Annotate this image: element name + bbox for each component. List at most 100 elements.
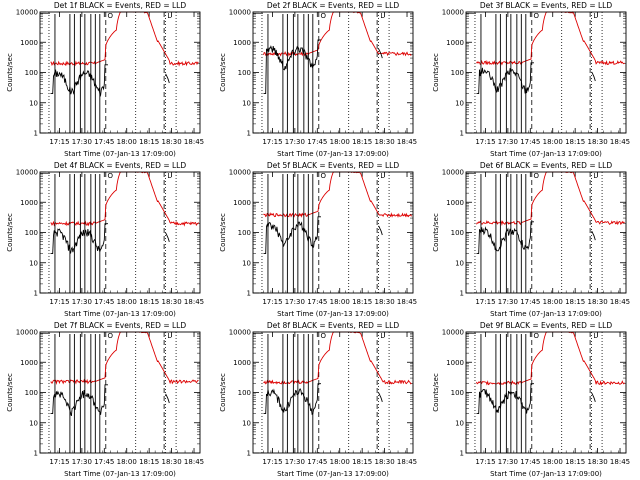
y-tick-label: 1000 [233, 359, 251, 367]
plot-frame [39, 331, 201, 454]
y-tick-label: 10 [29, 259, 38, 267]
chart-title: Det 4f BLACK = Events, RED = LLD [54, 161, 187, 170]
plot-frame [252, 331, 414, 454]
x-tick-label: 17:30 [498, 458, 518, 466]
chart-svg-3: Det 3f BLACK = Events, RED = LLD Counts/s… [432, 1, 630, 158]
x-axis-label: Start Time (07-Jan-13 17:09:00) [490, 150, 602, 158]
x-tick-label: 17:30 [498, 298, 518, 306]
y-tick-label: 10000 [16, 169, 38, 177]
events-series-line [476, 383, 534, 415]
y-tick-label: 1 [247, 290, 251, 298]
y-axis-label: Counts/sec [432, 213, 440, 252]
events-series-line [378, 48, 383, 59]
chart-title: Det 3f BLACK = Events, RED = LLD [480, 1, 613, 10]
plot-panel-3: Det 3f BLACK = Events, RED = LLD Counts/s… [426, 0, 639, 160]
x-tick-label: 18:45 [184, 458, 204, 466]
x-tick-label: 17:15 [49, 298, 69, 306]
x-tick-label: 17:30 [72, 298, 92, 306]
plot-frame [465, 331, 627, 454]
x-tick-label: 18:15 [139, 458, 159, 466]
marker-label: L [380, 332, 384, 340]
marker-label: O [321, 332, 327, 340]
y-tick-label: 10000 [442, 169, 464, 177]
lld-series-line [50, 331, 199, 385]
y-tick-label: 10000 [442, 329, 464, 337]
x-tick-label: 18:45 [184, 298, 204, 306]
marker-label: L [167, 332, 171, 340]
x-tick-label: 18:15 [565, 298, 585, 306]
plot-frame [252, 11, 414, 134]
x-tick-label: 17:15 [475, 138, 495, 146]
y-tick-label: 1000 [20, 39, 38, 47]
x-tick-label: 18:15 [352, 458, 372, 466]
x-tick-label: 17:30 [72, 458, 92, 466]
y-tick-label: 10 [29, 419, 38, 427]
x-tick-label: 18:45 [184, 138, 204, 146]
y-axis-label: Counts/sec [219, 213, 227, 252]
y-tick-label: 1000 [446, 39, 464, 47]
y-tick-label: 1000 [446, 359, 464, 367]
x-axis-label: Start Time (07-Jan-13 17:09:00) [490, 470, 602, 478]
marker-label: L [380, 172, 384, 180]
events-series-line [378, 392, 383, 403]
x-tick-label: 17:45 [520, 138, 540, 146]
marker-label: O [108, 332, 114, 340]
y-tick-label: 100 [25, 69, 38, 77]
y-tick-label: 1000 [233, 39, 251, 47]
x-tick-label: 18:45 [397, 138, 417, 146]
events-series-line [263, 39, 321, 95]
y-tick-label: 100 [238, 229, 251, 237]
x-tick-label: 18:15 [352, 138, 372, 146]
chart-svg-4: Det 4f BLACK = Events, RED = LLD Counts/s… [6, 161, 204, 318]
chart-title: Det 9f BLACK = Events, RED = LLD [480, 321, 613, 330]
x-tick-label: 18:00 [117, 138, 137, 146]
x-tick-label: 18:30 [587, 138, 607, 146]
y-tick-label: 1000 [20, 199, 38, 207]
events-series-line [263, 383, 321, 416]
y-tick-label: 1 [34, 450, 38, 458]
y-tick-label: 100 [451, 389, 464, 397]
x-tick-label: 17:30 [285, 298, 305, 306]
plot-frame [39, 11, 201, 134]
plot-frame [465, 11, 627, 134]
plot-panel-6: Det 6f BLACK = Events, RED = LLD Counts/s… [426, 160, 639, 320]
events-series-line [591, 71, 596, 82]
x-axis-label: Start Time (07-Jan-13 17:09:00) [277, 150, 389, 158]
y-tick-label: 10 [242, 99, 251, 107]
marker-label: L [380, 12, 384, 20]
y-axis-label: Counts/sec [6, 373, 14, 412]
y-tick-label: 1 [247, 130, 251, 138]
marker-label: L [593, 12, 597, 20]
y-tick-label: 10000 [442, 9, 464, 17]
x-tick-label: 17:45 [94, 458, 114, 466]
lld-series-line [263, 331, 412, 385]
plot-frame [39, 171, 201, 294]
x-tick-label: 18:30 [374, 298, 394, 306]
x-tick-label: 17:15 [49, 458, 69, 466]
y-tick-label: 10000 [229, 329, 251, 337]
x-tick-label: 18:45 [610, 458, 630, 466]
lld-series-line [476, 331, 625, 386]
marker-label: O [534, 172, 540, 180]
plot-panel-7: Det 7f BLACK = Events, RED = LLD Counts/s… [0, 320, 213, 480]
chart-svg-6: Det 6f BLACK = Events, RED = LLD Counts/s… [432, 161, 630, 318]
y-axis-label: Counts/sec [432, 373, 440, 412]
events-series-line [263, 216, 321, 255]
marker-label: L [167, 172, 171, 180]
x-tick-label: 17:15 [262, 138, 282, 146]
plot-panel-1: Det 1f BLACK = Events, RED = LLD Counts/s… [0, 0, 213, 160]
y-axis-label: Counts/sec [6, 213, 14, 252]
x-axis-label: Start Time (07-Jan-13 17:09:00) [277, 470, 389, 478]
chart-title: Det 6f BLACK = Events, RED = LLD [480, 161, 613, 170]
x-tick-label: 18:45 [610, 298, 630, 306]
x-axis-label: Start Time (07-Jan-13 17:09:00) [490, 310, 602, 318]
marker-label: O [108, 172, 114, 180]
events-series-line [50, 64, 108, 98]
marker-label: O [321, 172, 327, 180]
x-tick-label: 18:00 [543, 298, 563, 306]
x-tick-label: 18:45 [397, 298, 417, 306]
x-tick-label: 17:15 [475, 298, 495, 306]
y-tick-label: 1 [460, 450, 464, 458]
plot-panel-2: Det 2f BLACK = Events, RED = LLD Counts/s… [213, 0, 426, 160]
